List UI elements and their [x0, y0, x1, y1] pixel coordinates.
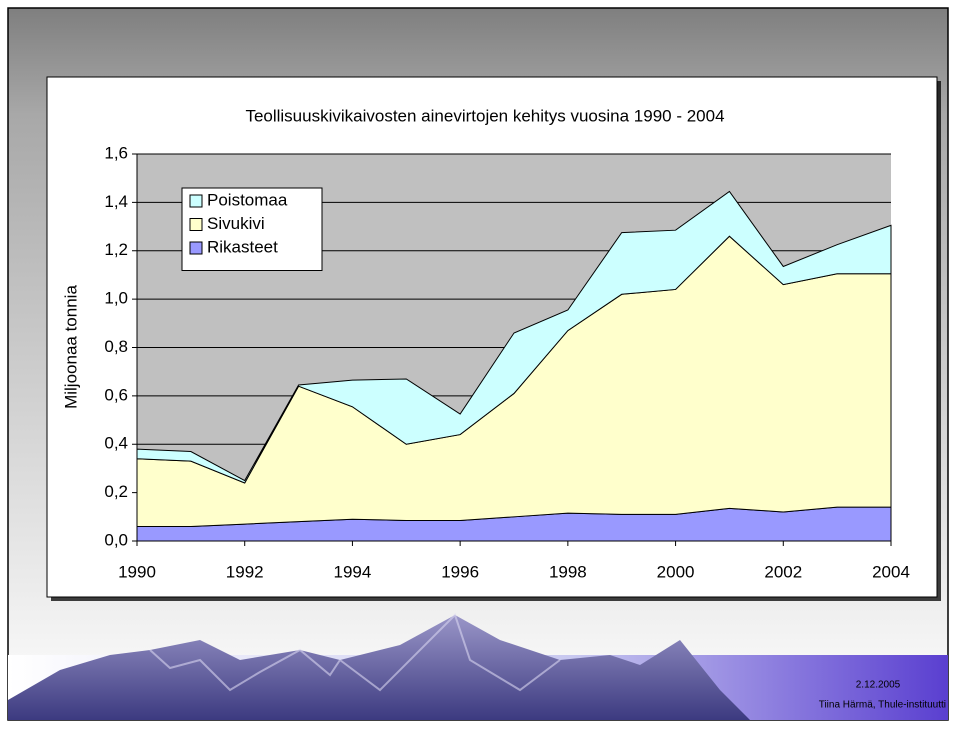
x-tick-label: 1996: [441, 562, 479, 581]
x-tick-label: 1998: [549, 562, 587, 581]
legend-label: Rikasteet: [207, 237, 278, 256]
y-axis-label: Miljoonaa tonnia: [61, 285, 80, 409]
x-tick-label: 2000: [657, 562, 695, 581]
y-tick-label: 0,2: [104, 482, 128, 501]
x-tick-label: 1990: [118, 562, 156, 581]
chart-title: Teollisuuskivikaivosten ainevirtojen keh…: [245, 106, 724, 125]
y-tick-label: 0,4: [104, 434, 128, 453]
y-tick-label: 0,6: [104, 385, 128, 404]
x-tick-label: 2004: [872, 562, 910, 581]
legend-swatch: [190, 242, 202, 254]
y-tick-label: 1,0: [104, 289, 128, 308]
slide: 2.12.2005 Tiina Härmä, Thule-instituutti…: [0, 0, 955, 725]
slide-author: Tiina Härmä, Thule-instituutti: [819, 700, 946, 711]
y-tick-label: 1,6: [104, 143, 128, 162]
x-tick-label: 1994: [334, 562, 372, 581]
legend: Poistomaa Sivukivi Rikasteet: [182, 188, 322, 271]
y-tick-label: 0,8: [104, 337, 128, 356]
y-tick-label: 0,0: [104, 530, 128, 549]
legend-swatch: [190, 219, 202, 231]
y-tick-label: 1,2: [104, 240, 128, 259]
legend-swatch: [190, 195, 202, 207]
x-tick-label: 1992: [226, 562, 264, 581]
legend-label: Poistomaa: [207, 190, 288, 209]
y-tick-label: 1,4: [104, 192, 128, 211]
x-tick-label: 2002: [764, 562, 802, 581]
slide-date: 2.12.2005: [856, 680, 901, 691]
legend-label: Sivukivi: [207, 214, 265, 233]
